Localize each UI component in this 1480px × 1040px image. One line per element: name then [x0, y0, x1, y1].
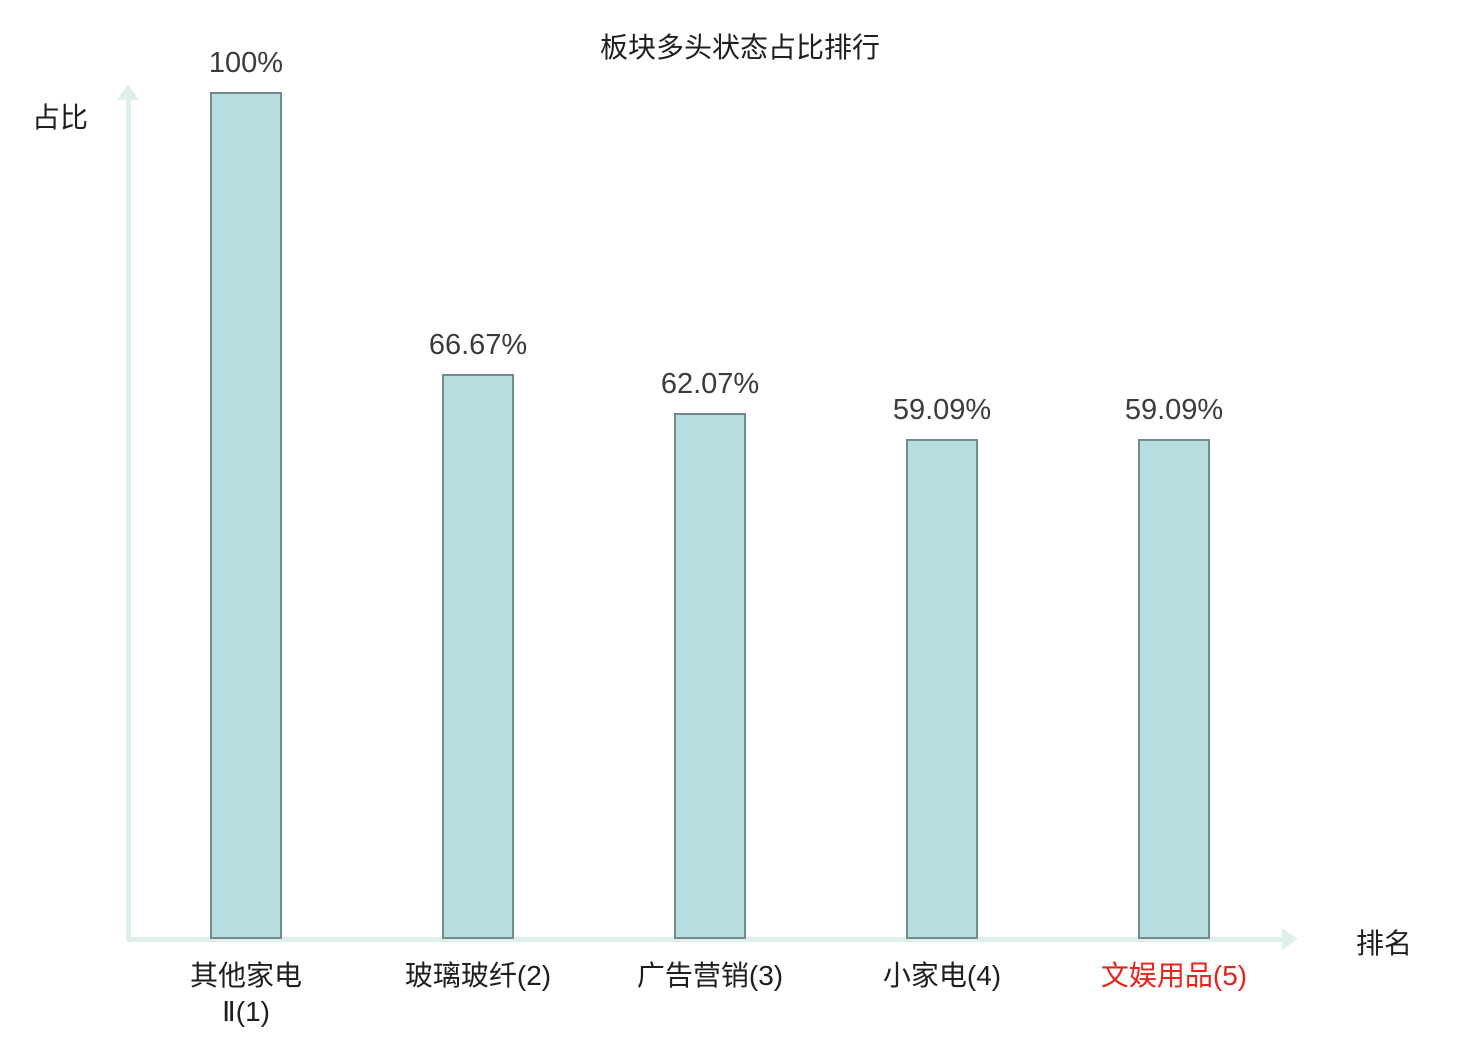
bar	[906, 439, 978, 939]
y-axis-arrow-icon	[117, 84, 139, 100]
bar-category-label: 小家电(4)	[882, 960, 1002, 991]
bar	[674, 413, 746, 939]
chart-title: 板块多头状态占比排行	[599, 32, 880, 63]
x-axis-line	[126, 937, 1284, 942]
bar	[1138, 439, 1210, 939]
bar	[210, 92, 282, 939]
bar-value-label: 59.09%	[892, 394, 992, 426]
bar	[442, 374, 514, 939]
bar-category-label: 文娱用品(5)	[1100, 960, 1248, 991]
y-axis-line	[126, 98, 131, 942]
bar-category-label: 广告营销(3)	[636, 960, 784, 991]
y-axis-label: 占比	[32, 102, 89, 133]
x-axis-label: 排名	[1356, 928, 1413, 959]
bar-value-label: 62.07%	[660, 368, 760, 400]
x-axis-arrow-icon	[1282, 928, 1298, 950]
bar-category-label: 其他家电 Ⅱ(1)	[189, 960, 302, 1028]
bar-category-label: 玻璃玻纤(2)	[404, 960, 552, 991]
bar-value-label: 59.09%	[1124, 394, 1224, 426]
bar-value-label: 66.67%	[428, 329, 528, 361]
bar-value-label: 100%	[208, 47, 284, 79]
